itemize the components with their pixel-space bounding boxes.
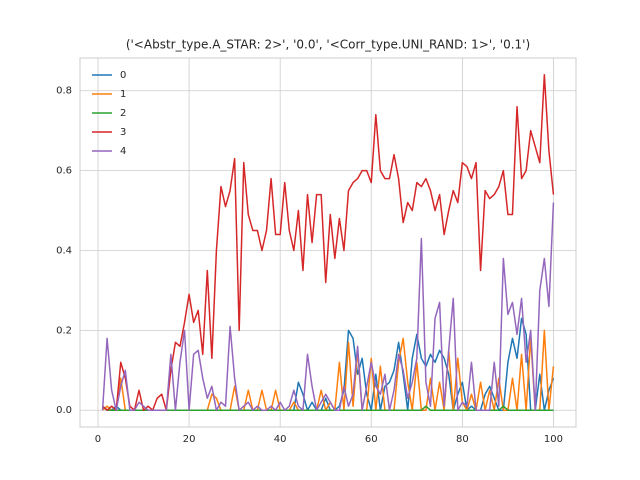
line xyxy=(102,74,555,411)
legend-label: 3 xyxy=(120,127,126,138)
x-tick-label: 80 xyxy=(456,434,469,445)
y-tick-label: 0.8 xyxy=(56,86,72,97)
x-tick-label: 20 xyxy=(183,434,196,445)
x-tick-label: 60 xyxy=(365,434,378,445)
y-tick-label: 0.2 xyxy=(56,325,72,336)
y-tick-label: 0.0 xyxy=(56,405,72,416)
legend-label: 1 xyxy=(120,89,126,100)
legend-label: 0 xyxy=(120,70,126,81)
plot-frame xyxy=(79,57,577,428)
y-tick-label: 0.4 xyxy=(56,245,72,256)
legend-label: 2 xyxy=(120,108,126,119)
x-tick-label: 40 xyxy=(274,434,287,445)
legend-label: 4 xyxy=(120,146,126,157)
chart-title: ('<Abstr_type.A_STAR: 2>', '0.0', '<Corr… xyxy=(126,38,530,52)
y-tick-label: 0.6 xyxy=(56,166,72,177)
x-tick-label: 0 xyxy=(95,434,101,445)
line xyxy=(101,202,555,411)
x-tick-label: 100 xyxy=(544,434,563,445)
